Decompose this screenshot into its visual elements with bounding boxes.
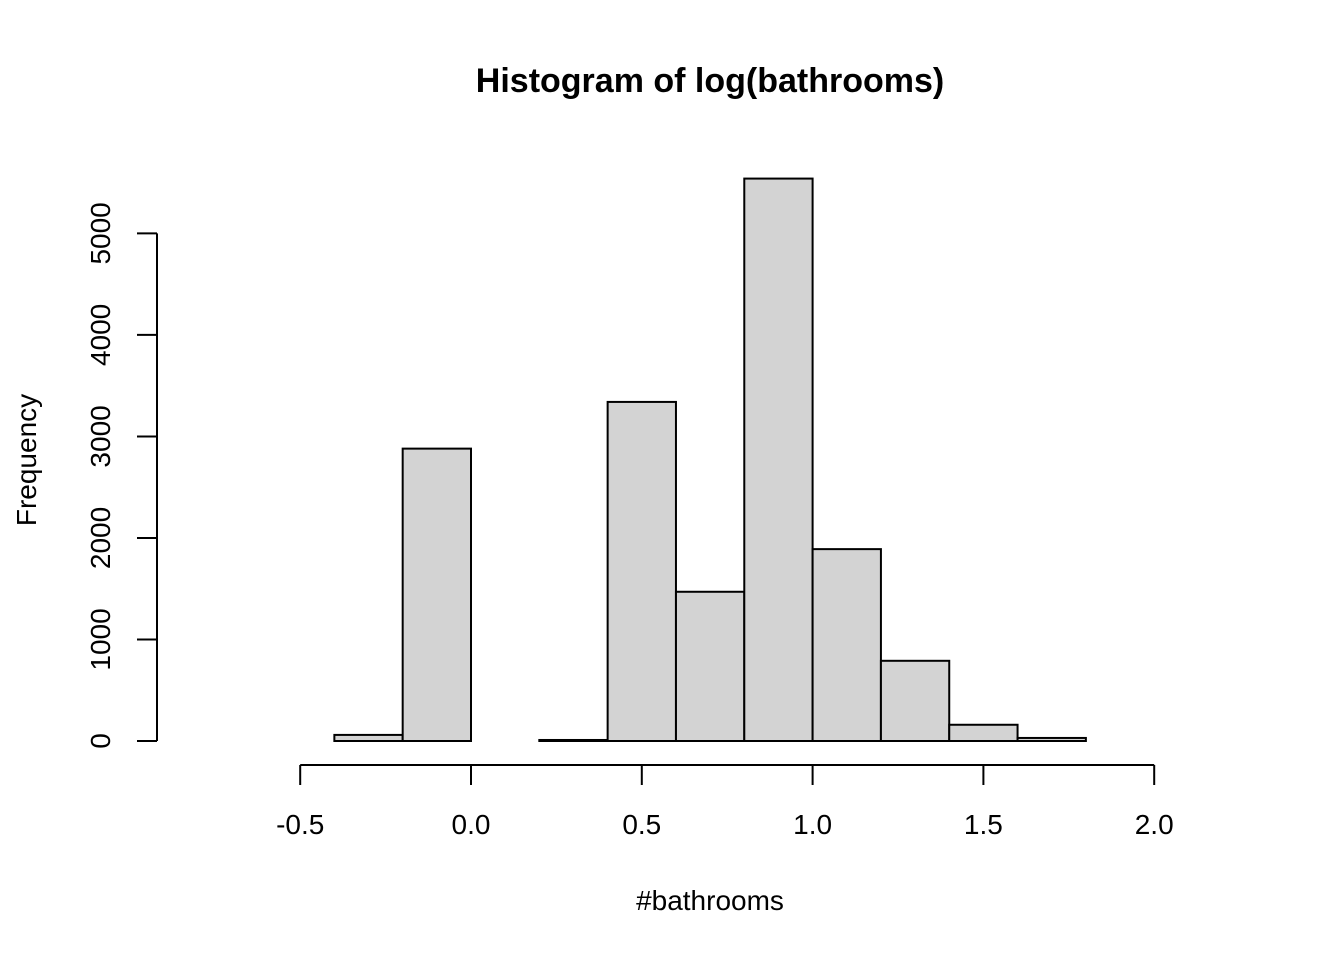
- y-axis-label: Frequency: [11, 394, 42, 526]
- x-tick-label: 1.0: [793, 809, 832, 840]
- x-tick-label: 2.0: [1135, 809, 1174, 840]
- x-axis: -0.5 0.0 0.5 1.0 1.5 2.0: [276, 764, 1174, 840]
- y-tick-label: 1000: [85, 608, 116, 670]
- x-axis-label: #bathrooms: [636, 885, 784, 916]
- histogram-bar: [811, 548, 882, 742]
- y-tick-label: 0: [85, 733, 116, 749]
- y-axis: 0 1000 2000 3000 4000 5000: [85, 202, 158, 749]
- histogram-bar: [743, 177, 814, 742]
- y-tick-label: 3000: [85, 405, 116, 467]
- histogram-bar: [606, 400, 677, 742]
- histogram-bar: [538, 738, 609, 742]
- x-tick-label: 1.5: [964, 809, 1003, 840]
- histogram-bar: [674, 590, 746, 743]
- x-tick-label: 0.0: [452, 809, 491, 840]
- histogram-bar: [401, 447, 472, 742]
- histogram-bar: [879, 659, 951, 742]
- y-tick-label: 2000: [85, 507, 116, 569]
- histogram-bars: [333, 177, 1087, 743]
- chart-title: Histogram of log(bathrooms): [476, 62, 944, 100]
- histogram-bar: [333, 733, 404, 742]
- histogram-bar: [948, 723, 1019, 743]
- y-tick-label: 5000: [85, 202, 116, 264]
- y-tick-label: 4000: [85, 304, 116, 366]
- x-tick-label: -0.5: [276, 809, 324, 840]
- x-tick-label: 0.5: [622, 809, 661, 840]
- histogram-bar: [1016, 736, 1087, 743]
